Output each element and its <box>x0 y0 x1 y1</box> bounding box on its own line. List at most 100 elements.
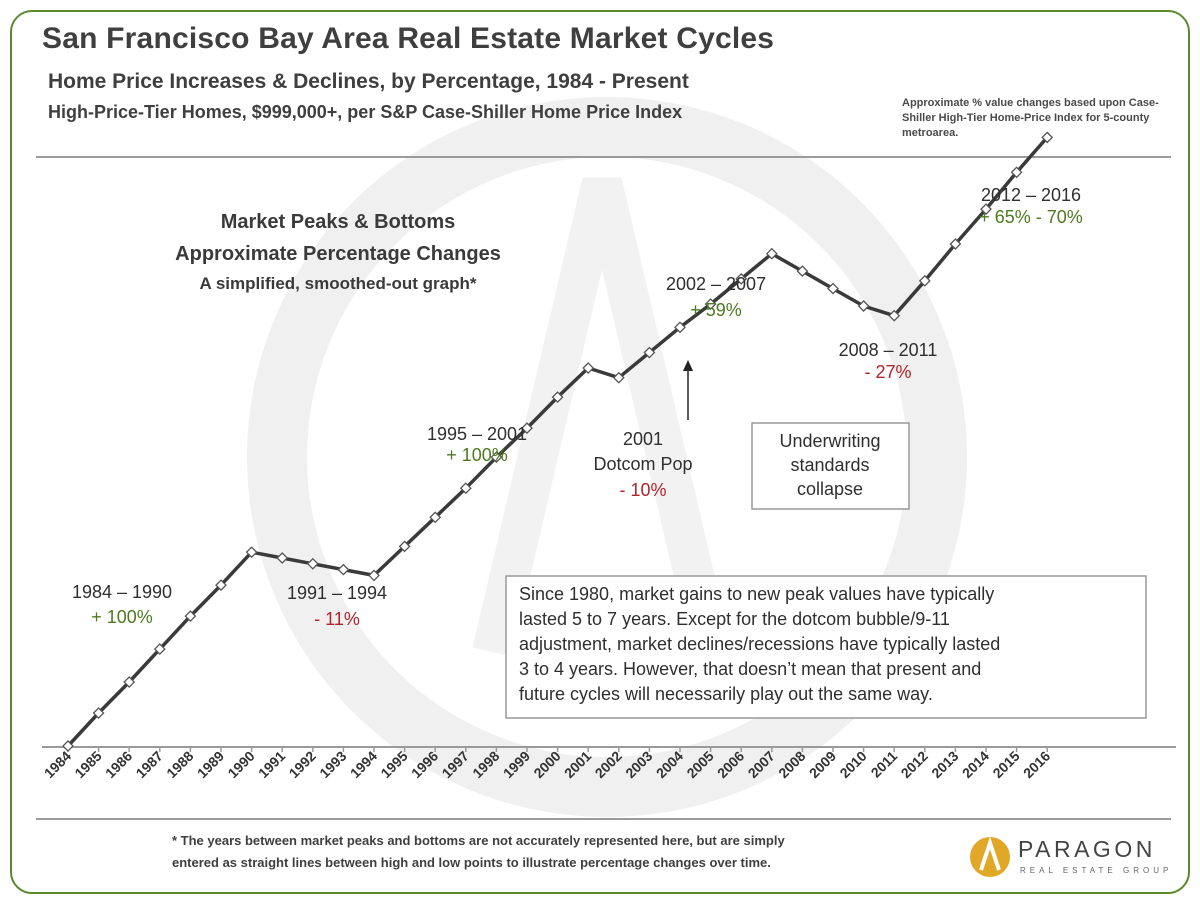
annotation-2: 1995 – 2001+ 100% <box>427 424 527 465</box>
x-tick-label-1992: 1992 <box>286 748 319 781</box>
annotation-change: + 59% <box>690 300 742 320</box>
textbox-line-4: future cycles will necessarily play out … <box>519 684 933 704</box>
point-2015 <box>1010 166 1023 179</box>
brand-subtitle: REAL ESTATE GROUP <box>1020 866 1173 875</box>
footnote: * The years between market peaks and bot… <box>172 830 785 874</box>
callout-arrowhead <box>683 360 693 371</box>
x-ticks <box>67 747 1048 752</box>
x-tick-label-1993: 1993 <box>316 748 349 781</box>
x-tick-label-2012: 2012 <box>898 748 931 781</box>
annotation-period: 2008 – 2011 <box>839 340 938 360</box>
annotation-change: + 100% <box>446 445 508 465</box>
point-2010 <box>857 300 870 312</box>
x-tick-label-2003: 2003 <box>622 748 655 781</box>
annotation-period: 2001 <box>623 429 663 449</box>
x-tick-label-2006: 2006 <box>714 748 747 781</box>
x-tick-label-1994: 1994 <box>347 748 380 781</box>
point-1995 <box>398 540 411 553</box>
annotation-change: - 10% <box>619 480 666 500</box>
paragon-logo-icon <box>970 836 1010 877</box>
x-tick-label-2000: 2000 <box>530 748 563 781</box>
x-tick-label-1990: 1990 <box>224 748 257 781</box>
textbox-line-2: adjustment, market declines/recessions h… <box>519 634 1000 654</box>
point-2016 <box>1041 131 1054 144</box>
point-1999 <box>521 422 533 435</box>
annotation-1: 1991 – 1994 - 11% <box>287 583 387 629</box>
point-1986 <box>123 676 136 688</box>
x-tick-label-1991: 1991 <box>255 748 288 781</box>
annotation-4: 2002 – 2007 + 59% <box>666 274 766 320</box>
header-divider <box>36 156 1171 158</box>
point-1994 <box>368 569 380 582</box>
point-1991 <box>276 552 289 564</box>
x-tick-label-2007: 2007 <box>745 748 778 781</box>
textbox-line-1: lasted 5 to 7 years. Except for the dotc… <box>519 609 950 629</box>
inner-subtitle: Approximate Percentage Changes <box>175 243 501 265</box>
x-tick-label-1999: 1999 <box>500 748 533 781</box>
point-2011 <box>888 309 901 322</box>
callout-line-0: Underwriting <box>779 431 880 451</box>
point-1990 <box>245 546 258 559</box>
callout-box <box>751 422 910 510</box>
chart-subtitle: Home Price Increases & Declines, by Perc… <box>48 70 689 93</box>
chart-subtitle-tier: High-Price-Tier Homes, $999,000+, per S&… <box>48 102 683 122</box>
annotation-change: + 100% <box>91 607 153 627</box>
x-tick-label-1988: 1988 <box>163 748 196 781</box>
point-2009 <box>827 282 839 295</box>
point-2013 <box>949 238 962 250</box>
point-2000 <box>551 391 564 404</box>
point-2004 <box>674 321 686 334</box>
point-2014 <box>980 203 992 216</box>
annotation-6: 2012 – 2016+ 65% - 70% <box>979 185 1083 227</box>
annotation-0: 1984 – 1990 + 100% <box>72 582 172 627</box>
x-tick-label-2013: 2013 <box>928 748 961 781</box>
annotations: 1984 – 1990 + 100% 1991 – 1994 - 11% 1995 – … <box>72 185 1083 629</box>
brand-name: PARAGON <box>1018 836 1156 862</box>
info-textbox: Since 1980, market gains to new peak val… <box>505 575 1147 719</box>
point-2008 <box>796 265 809 278</box>
annotation-period: 2012 – 2016 <box>981 185 1081 205</box>
chart-inner-titles: Market Peaks & Bottoms Approximate Perce… <box>175 211 501 293</box>
x-tick-label-2004: 2004 <box>653 748 686 781</box>
annotation-period: 2002 – 2007 <box>666 274 766 294</box>
x-tick-label-2016: 2016 <box>1020 748 1053 781</box>
point-2006 <box>735 272 748 285</box>
x-tick-label-2015: 2015 <box>989 748 1022 781</box>
x-tick-label-2001: 2001 <box>561 748 594 781</box>
x-tick-label-1986: 1986 <box>102 748 135 781</box>
point-2001 <box>582 362 595 374</box>
annotation-period: 1995 – 2001 <box>427 424 527 444</box>
point-2007 <box>765 247 778 260</box>
annotation-5: 2008 – 2011- 27% <box>839 340 938 382</box>
source-note: Approximate % value changes based upon C… <box>902 97 1159 139</box>
x-tick-label-2014: 2014 <box>959 748 992 781</box>
textbox-line-3: 3 to 4 years. However, that doesn’t mean… <box>519 659 981 679</box>
x-tick-label-1984: 1984 <box>41 748 74 781</box>
x-tick-label-1989: 1989 <box>194 748 227 781</box>
x-tick-label-2005: 2005 <box>683 748 716 781</box>
inner-title: Market Peaks & Bottoms <box>221 211 456 233</box>
point-1996 <box>429 511 442 524</box>
x-tick-label-1987: 1987 <box>133 748 166 781</box>
chart-title: San Francisco Bay Area Real Estate Marke… <box>42 22 775 55</box>
point-1993 <box>337 563 350 576</box>
annotation-period2: Dotcom Pop <box>593 454 692 474</box>
point-2003 <box>643 346 656 359</box>
footnote-line-2: entered as straight lines between high a… <box>172 855 771 870</box>
annotation-period: 1984 – 1990 <box>72 582 172 602</box>
point-1998 <box>490 451 503 464</box>
data-points <box>62 131 1054 752</box>
x-tick-label-2011: 2011 <box>868 748 901 781</box>
callout-line-2: collapse <box>797 479 863 499</box>
textbox-line-0: Since 1980, market gains to new peak val… <box>519 584 994 604</box>
x-tick-label-2010: 2010 <box>836 748 869 781</box>
point-2002 <box>612 371 625 384</box>
annotation-change: - 27% <box>864 362 911 382</box>
annotation-3: 2001 Dotcom Pop - 10% <box>593 429 692 500</box>
point-1985 <box>92 707 105 719</box>
textbox-border <box>505 575 1147 719</box>
underwriting-callout: Underwriting standards collapse <box>683 360 910 510</box>
point-2005 <box>704 298 717 311</box>
point-1997 <box>459 482 472 495</box>
x-tick-label-1998: 1998 <box>469 748 502 781</box>
